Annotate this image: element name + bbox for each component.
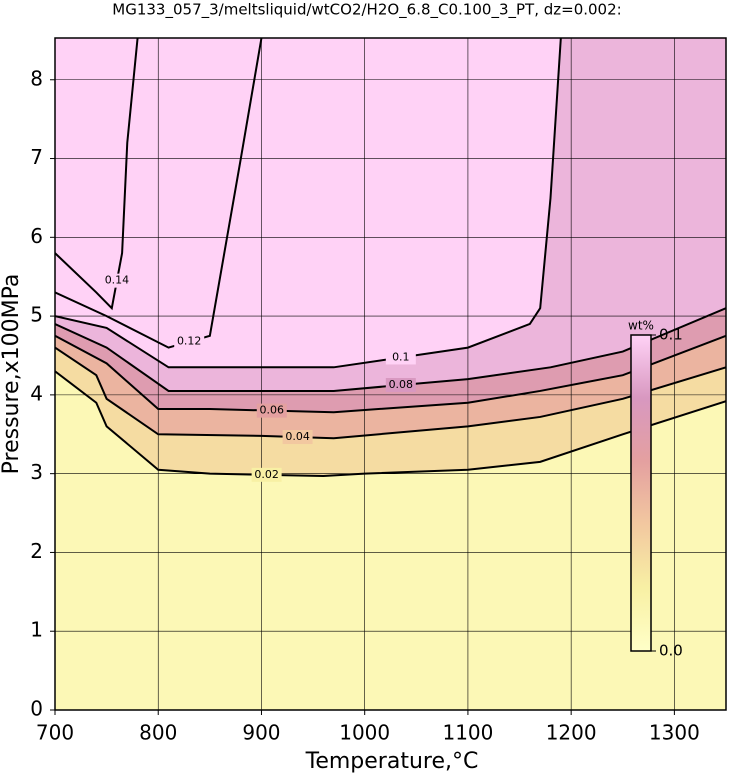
plot-frame [54,37,727,711]
y-tick-label: 5 [30,303,43,327]
y-tick-label: 4 [30,381,43,405]
y-axis-label: Pressure,x100MPa [0,274,24,475]
contour-label-bg [256,403,287,418]
contour-label: 0.04 [285,430,310,443]
contour-label: 0.06 [260,404,285,417]
x-tick-label: 1000 [339,721,390,745]
contour-label: 0.1 [392,350,410,363]
x-tick-label: 800 [139,721,177,745]
y-tick-label: 2 [30,539,43,563]
x-tick-label: 700 [36,721,74,745]
chart-title: MG133_057_3/meltsliquid/wtCO2/H2O_6.8_C0… [112,1,621,20]
contour-label-bg [251,467,282,482]
contour-fill [55,38,726,710]
contour-label-bg [282,430,313,445]
contour-line [55,334,726,414]
x-tick-label: 900 [242,721,280,745]
colorbar-tick-label: 0.0 [659,642,683,660]
x-axis-label: Temperature,°C [305,749,479,774]
contour-line [55,38,562,369]
contour-label-bg [385,378,416,393]
contour-label: 0.14 [105,274,130,287]
y-tick-label: 8 [30,66,43,90]
x-tick-label: 1200 [546,721,597,745]
colorbar-title: wt% [628,319,654,333]
contour-label: 0.12 [177,335,202,348]
contour-label: 0.02 [254,468,279,481]
y-tick-label: 3 [30,460,43,484]
x-tick-label: 1300 [649,721,700,745]
y-tick-label: 7 [30,145,43,169]
y-tick-label: 6 [30,224,43,248]
colorbar [630,334,652,652]
contour-label-bg [174,334,205,349]
colorbar-tick-label: 0.1 [659,326,683,344]
contour-line [55,38,263,349]
y-tick-label: 1 [30,618,43,642]
contour-label: 0.08 [389,378,414,391]
y-tick-label: 0 [30,697,43,721]
contour-label-bg [385,350,416,365]
contour-line [55,370,726,478]
contour-label-bg [101,273,132,288]
x-tick-label: 1100 [442,721,493,745]
